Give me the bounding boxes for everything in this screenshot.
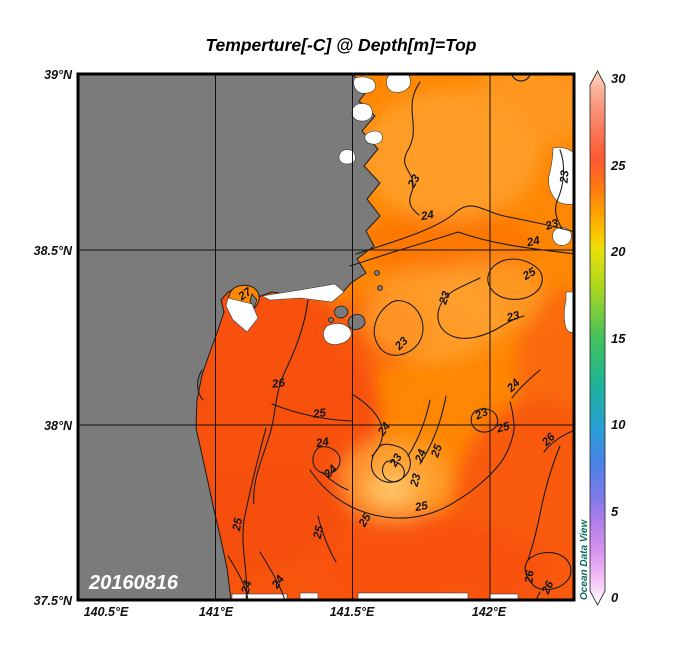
lat-tick-label: 38°N <box>44 419 73 433</box>
contour-label: 24 <box>525 235 542 250</box>
plot-title: Temperture[-C] @ Depth[m]=Top <box>206 35 477 55</box>
lon-tick-label: 142°E <box>472 605 507 619</box>
lon-tick-label: 141°E <box>199 605 234 619</box>
contour-label: 25 <box>413 500 429 514</box>
longitude-axis-labels: 140.5°E 141°E 141.5°E 142°E <box>84 605 507 619</box>
contour-label: 26 <box>540 579 557 597</box>
contour-label: 25 <box>495 420 512 435</box>
no-data-patches <box>225 73 574 600</box>
contour-label: 26 <box>523 569 536 584</box>
colorbar-tick-label: 5 <box>611 504 619 519</box>
contour-label: 25 <box>312 524 327 541</box>
contour-label: 25 <box>311 407 327 421</box>
lon-tick-label: 140.5°E <box>84 605 129 619</box>
contour-label: 23 <box>543 217 560 233</box>
contour-label: 23 <box>472 406 490 423</box>
temperature-contours <box>197 74 576 601</box>
contour-label: 23 <box>437 289 453 307</box>
colorbar-gradient-bar <box>589 70 606 606</box>
colorbar-tick-labels: 30 25 20 15 10 5 0 <box>610 71 626 605</box>
lon-tick-label: 141.5°E <box>330 605 375 619</box>
colorbar-tick-label: 15 <box>611 331 626 346</box>
contour-label: 23 <box>505 309 522 324</box>
lat-tick-label: 37.5°N <box>34 594 73 608</box>
colorbar-tick-label: 20 <box>610 244 626 259</box>
map-frame <box>76 72 576 602</box>
lat-tick-label: 38.5°N <box>34 244 73 258</box>
date-stamp: 20160816 <box>88 572 179 594</box>
colorbar-tick-label: 30 <box>611 71 626 86</box>
graticule-gridlines <box>78 74 574 600</box>
contour-label: 25 <box>231 517 245 533</box>
lat-tick-label: 39°N <box>44 68 73 82</box>
contour-label: 23 <box>408 472 423 489</box>
colorbar: 30 25 20 15 10 5 0 Ocean Data View <box>579 70 626 606</box>
contour-label: 24 <box>239 579 254 596</box>
contour-label: 24 <box>413 447 429 465</box>
odv-credit-label: Ocean Data View <box>579 519 590 600</box>
colorbar-tick-label: 0 <box>611 590 619 605</box>
contour-label: 23 <box>558 169 571 184</box>
colorbar-tick-label: 10 <box>611 417 626 432</box>
colorbar-tick-label: 25 <box>610 158 626 173</box>
contour-label: 25 <box>429 442 445 460</box>
contour-label: 26 <box>270 377 286 391</box>
contour-label: 24 <box>314 436 330 450</box>
latitude-axis-labels: 39°N 38.5°N 38°N 37.5°N <box>34 68 73 608</box>
contour-label: 24 <box>419 209 435 223</box>
